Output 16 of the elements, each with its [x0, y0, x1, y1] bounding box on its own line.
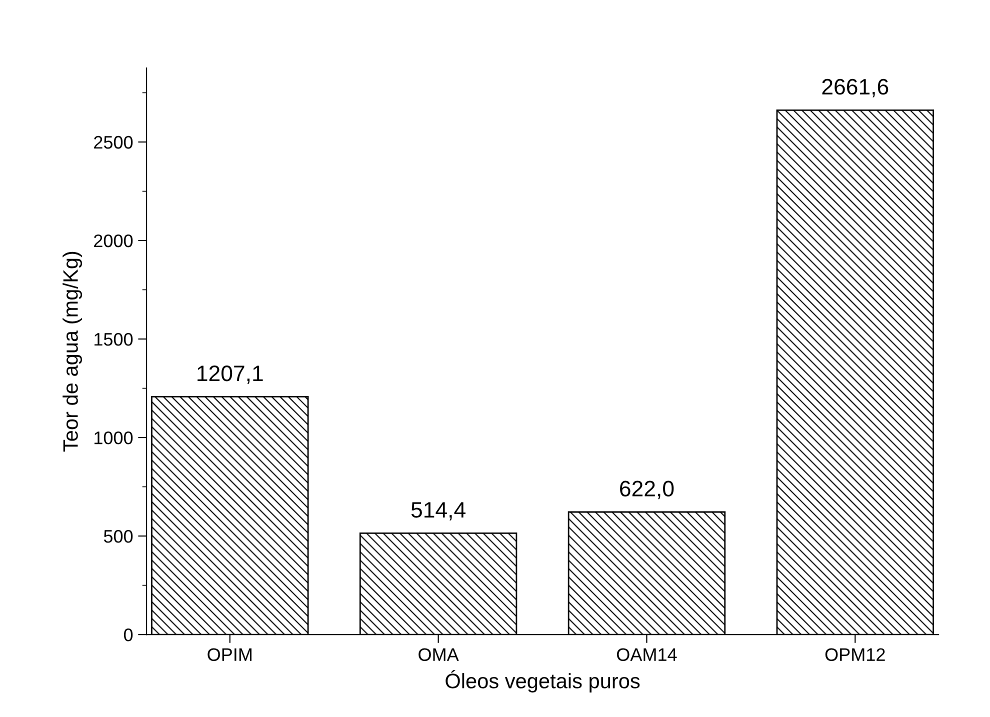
data-label: 622,0 — [620, 480, 674, 500]
y-tick-label: 2000 — [94, 234, 133, 248]
y-tick-label: 500 — [104, 530, 133, 543]
data-label: 1207,1 — [198, 365, 263, 384]
data-label: 2661,6 — [822, 78, 888, 98]
y-axis-title: Teor de agua (mg/Kg) — [62, 252, 82, 452]
y-tick-label: 1500 — [94, 332, 133, 346]
y-tick-label: 0 — [124, 628, 133, 642]
y-tick-label: 2500 — [94, 136, 133, 149]
x-axis-title: Óleos vegetais puros — [446, 670, 640, 693]
x-tick-label: OPIM — [208, 648, 252, 661]
x-tick-label: OAM14 — [616, 648, 677, 661]
x-tick-label: OPM12 — [825, 648, 885, 661]
x-tick-label: OMA — [418, 648, 459, 661]
y-tick-label: 1000 — [94, 431, 133, 444]
data-label: 514,4 — [411, 502, 466, 520]
